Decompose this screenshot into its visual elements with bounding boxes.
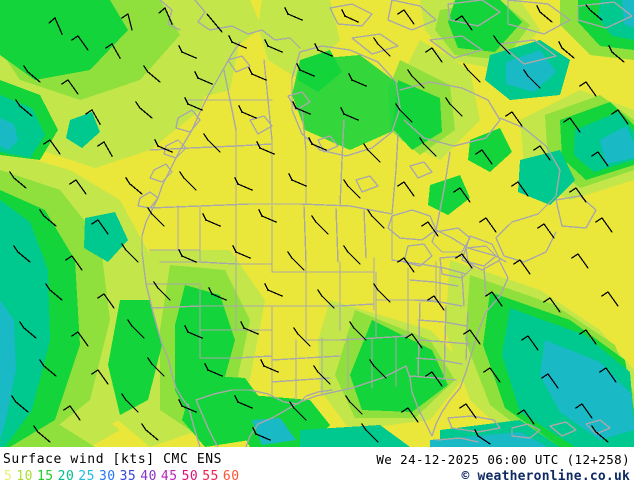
legend-tick-40: 40 xyxy=(140,469,157,484)
legend-tick-25: 25 xyxy=(78,469,95,484)
legend-tick-55: 55 xyxy=(202,469,219,484)
map-canvas[interactable] xyxy=(0,0,634,447)
wind-band-25-30 xyxy=(0,0,634,447)
footer-bar: Surface wind [kts] CMC ENS We 24-12-2025… xyxy=(0,447,634,490)
surface-wind-map[interactable] xyxy=(0,0,634,447)
legend-tick-45: 45 xyxy=(160,469,178,484)
legend-tick-5: 5 xyxy=(4,469,13,484)
copyright-notice: © weatheronline.co.uk xyxy=(461,469,630,484)
chart-title: Surface wind [kts] CMC ENS xyxy=(3,452,223,467)
legend-tick-30: 30 xyxy=(98,469,116,484)
legend-tick-60: 60 xyxy=(222,469,240,484)
legend-tick-15: 15 xyxy=(36,469,54,484)
wind-speed-colorbar[interactable]: 5 10 15 20 25 30 35 40 45 50 55 60 xyxy=(4,469,244,484)
coastlines-and-borders xyxy=(137,0,633,447)
wind-barbs xyxy=(9,4,629,445)
model-run-timestamp: We 24-12-2025 06:00 UTC (12+258) xyxy=(376,452,630,467)
legend-tick-20: 20 xyxy=(57,469,75,484)
legend-tick-35: 35 xyxy=(119,469,137,484)
legend-tick-50: 50 xyxy=(181,469,199,484)
hudson-bay-region xyxy=(292,55,400,150)
legend-tick-10: 10 xyxy=(16,469,33,484)
